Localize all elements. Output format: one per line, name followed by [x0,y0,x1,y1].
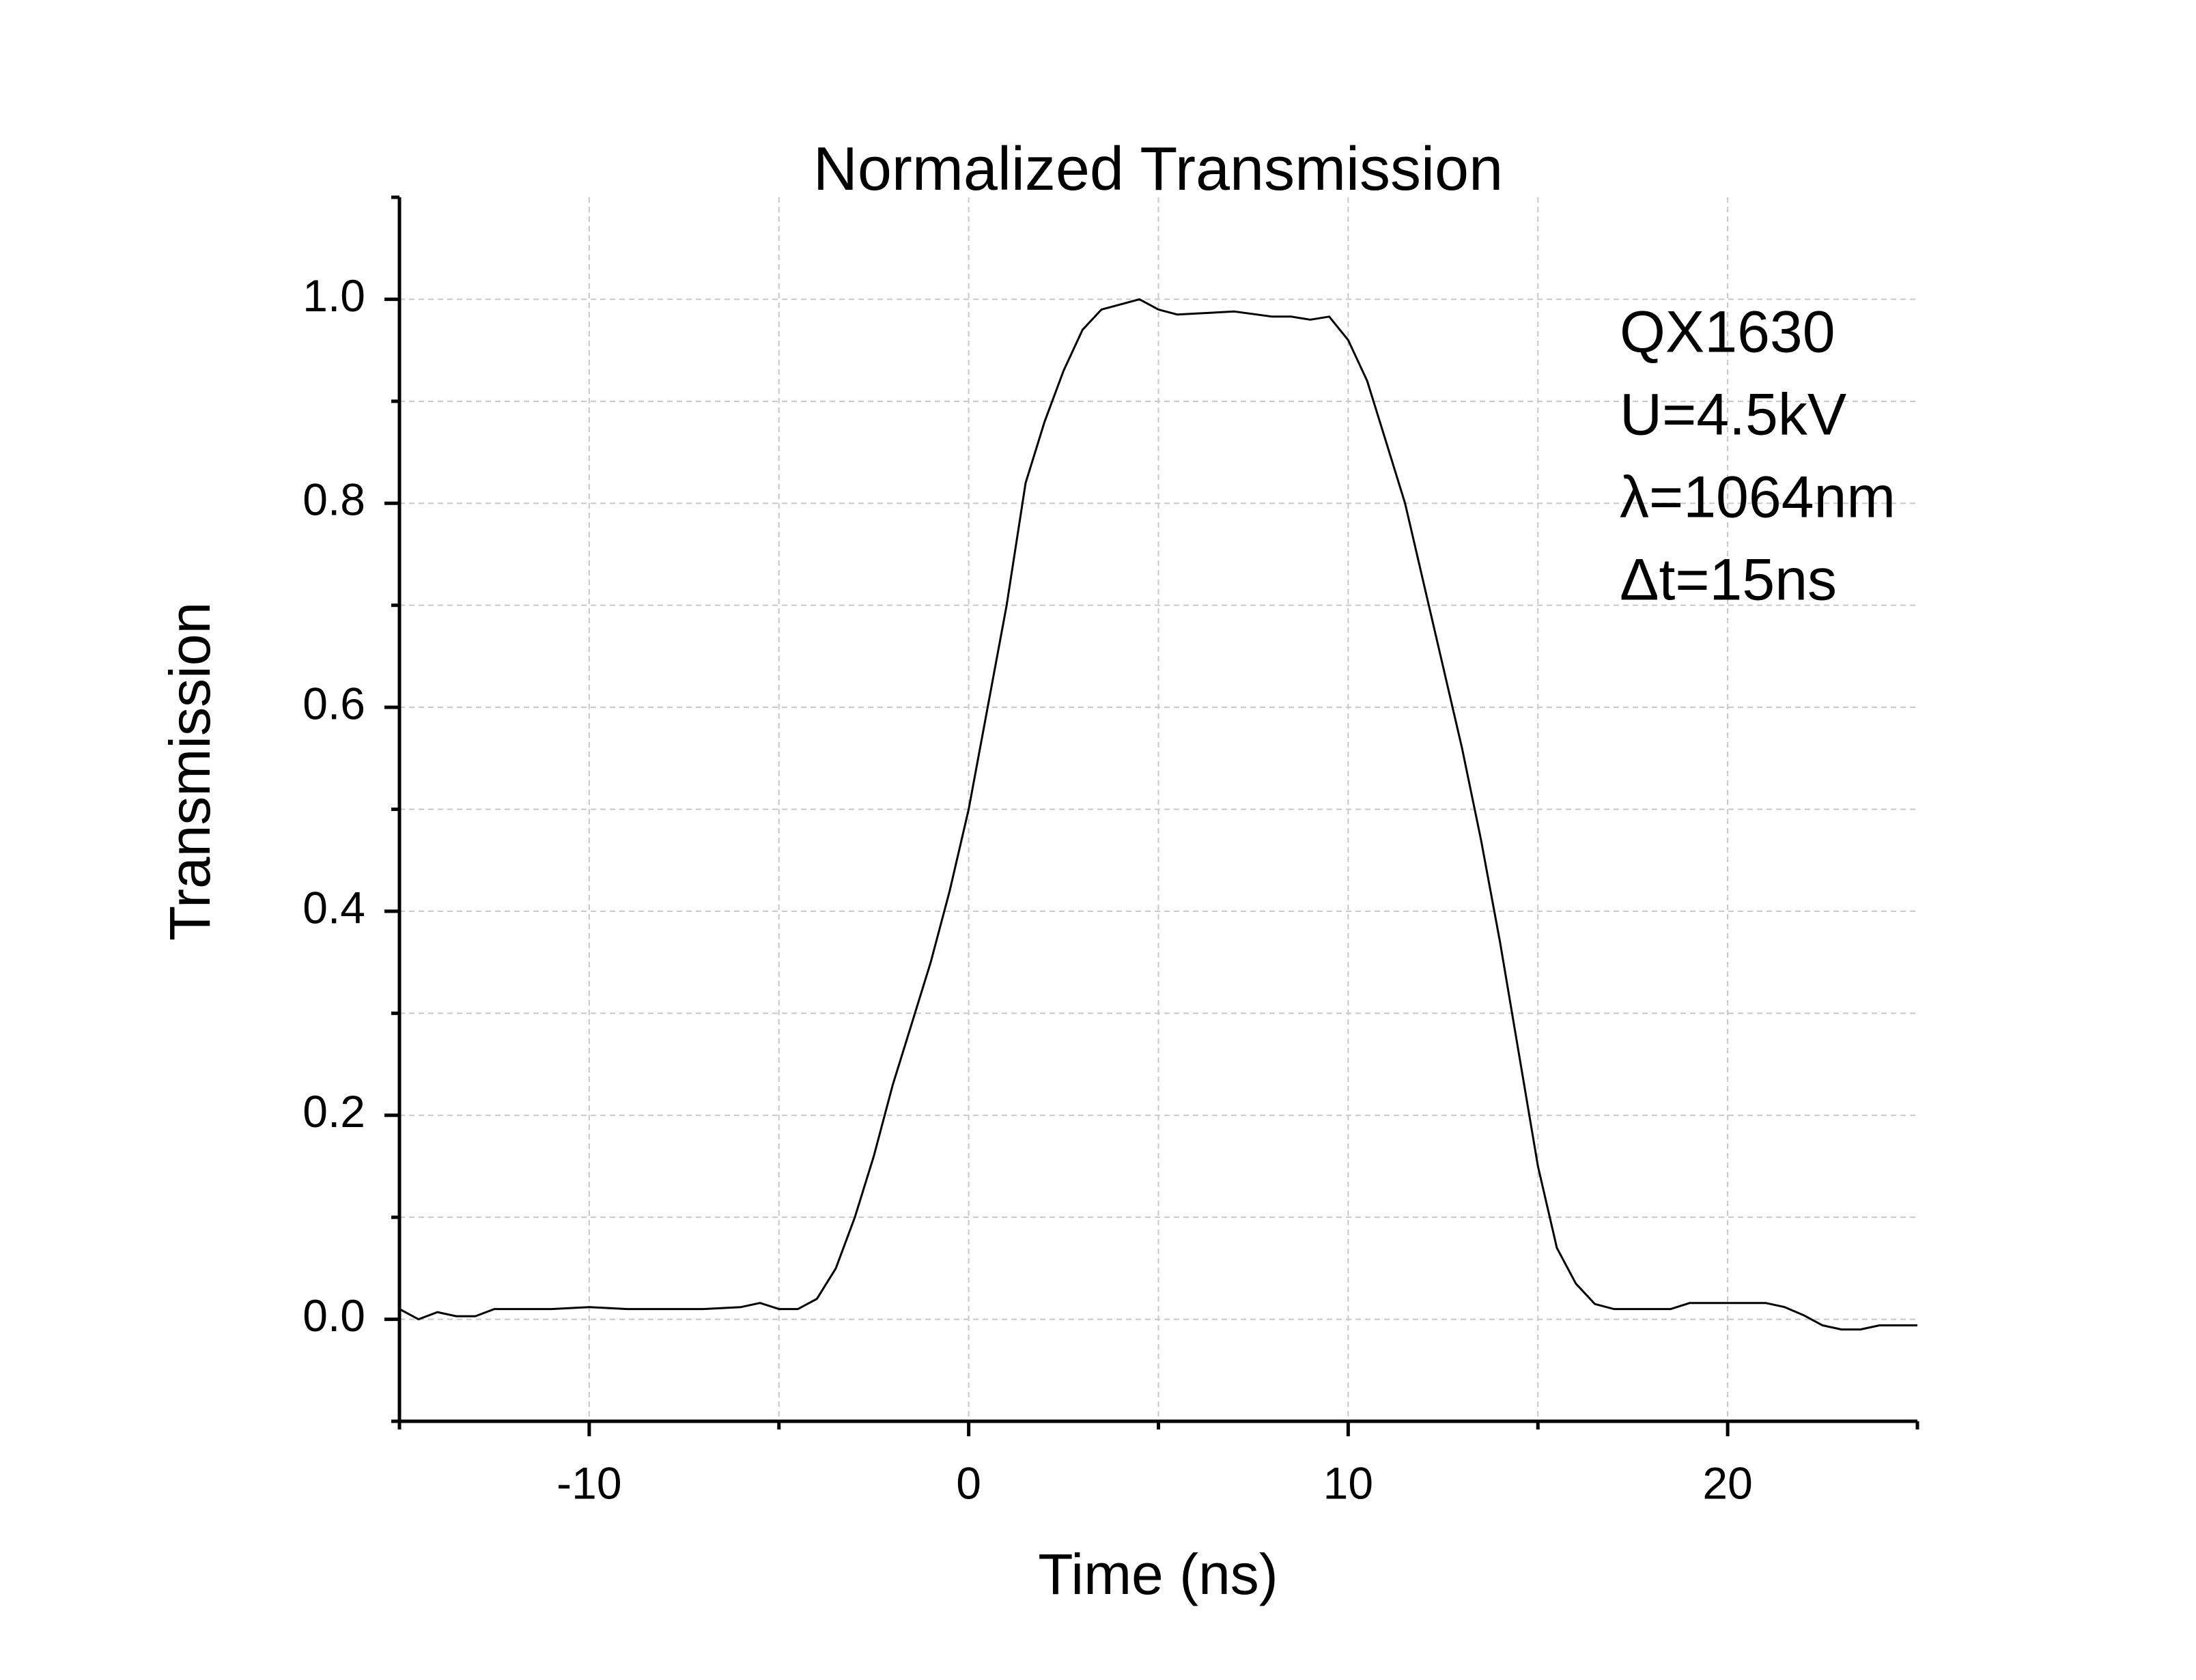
y-tick-label: 0.6 [302,679,365,729]
x-tick-label: 0 [956,1457,981,1508]
x-tick-label: -10 [557,1457,621,1508]
y-axis-label: Transmission [158,602,222,941]
chart-title: Normalized Transmission [813,135,1503,203]
annotation: QX1630 [1620,300,1835,365]
y-tick-label: 0.2 [302,1086,365,1137]
y-tick-label: 0.8 [302,474,365,525]
x-tick-label: 20 [1702,1457,1752,1508]
annotation: U=4.5kV [1620,382,1846,448]
y-tick-label: 0.0 [302,1290,365,1341]
x-axis-label: Time (ns) [1038,1542,1278,1606]
y-tick-label: 1.0 [302,270,365,321]
data-line [399,298,1917,1330]
y-tick-label: 0.4 [302,882,365,932]
x-tick-label: 10 [1323,1457,1373,1508]
annotation: λ=1064nm [1620,465,1896,530]
annotation: Δt=15ns [1620,547,1837,613]
